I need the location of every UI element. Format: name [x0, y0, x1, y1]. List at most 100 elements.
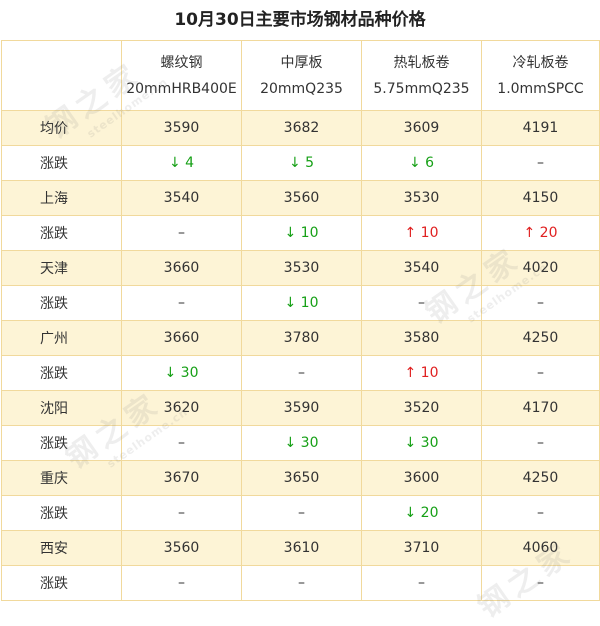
change-cell: – [481, 495, 600, 531]
price-cell: 3660 [121, 250, 242, 286]
price-cell: 3580 [361, 320, 482, 356]
row-label: 涨跌 [1, 355, 122, 391]
price-cell: 3600 [361, 460, 482, 496]
change-cell: – [481, 285, 600, 321]
header-product-name: 中厚板 [280, 54, 323, 71]
price-row: 上海 3540 3560 3530 4150 [1, 180, 600, 216]
row-label: 广州 [1, 320, 122, 356]
row-label: 涨跌 [1, 565, 122, 601]
price-cell: 3660 [121, 320, 242, 356]
change-cell: – [241, 495, 362, 531]
price-table: 螺纹钢 20mmHRB400E 中厚板 20mmQ235 热轧板卷 5.75mm… [1, 40, 600, 601]
change-row: 涨跌 – – ↓ 20– [1, 495, 600, 531]
change-row: 涨跌 – – – – [1, 565, 600, 601]
price-cell: 3590 [241, 390, 362, 426]
price-cell: 3530 [241, 250, 362, 286]
change-cell: ↓ 5 [241, 145, 362, 181]
row-label: 重庆 [1, 460, 122, 496]
row-label: 涨跌 [1, 285, 122, 321]
change-cell: ↑ 20 [481, 215, 600, 251]
change-cell: ↓ 10 [241, 285, 362, 321]
price-cell: 3540 [121, 180, 242, 216]
table-header-row: 螺纹钢 20mmHRB400E 中厚板 20mmQ235 热轧板卷 5.75mm… [1, 40, 600, 111]
change-cell: ↓ 30 [121, 355, 242, 391]
change-row: 涨跌 – ↓ 10 ↑ 10 ↑ 20 [1, 215, 600, 251]
change-cell: – [121, 285, 242, 321]
change-cell: ↑ 10 [361, 355, 482, 391]
change-cell: – [121, 215, 242, 251]
header-cell-cold-rolled-coil: 冷轧板卷 1.0mmSPCC [481, 40, 600, 111]
change-cell: ↓ 10 [241, 215, 362, 251]
change-cell: ↓ 20 [361, 495, 482, 531]
price-cell: 3530 [361, 180, 482, 216]
header-product-name: 冷轧板卷 [512, 54, 569, 71]
price-cell: 3590 [121, 110, 242, 146]
change-cell: – [361, 565, 482, 601]
price-cell: 3610 [241, 530, 362, 566]
change-cell: – [241, 565, 362, 601]
row-label: 西安 [1, 530, 122, 566]
row-label: 涨跌 [1, 215, 122, 251]
header-product-name: 热轧板卷 [393, 54, 450, 71]
price-cell: 4170 [481, 390, 600, 426]
price-cell: 3670 [121, 460, 242, 496]
header-product-spec: 20mmQ235 [260, 80, 343, 97]
price-cell: 4150 [481, 180, 600, 216]
change-cell: ↑ 10 [361, 215, 482, 251]
header-cell-medium-plate: 中厚板 20mmQ235 [241, 40, 362, 111]
price-cell: 3560 [121, 530, 242, 566]
change-cell: ↓ 30 [241, 425, 362, 461]
change-cell: – [481, 145, 600, 181]
price-cell: 3710 [361, 530, 482, 566]
row-label: 涨跌 [1, 145, 122, 181]
change-cell: ↓ 30 [361, 425, 482, 461]
change-cell: – [481, 355, 600, 391]
price-cell: 3682 [241, 110, 362, 146]
page-title: 10月30日主要市场钢材品种价格 [174, 10, 426, 30]
change-cell: – [121, 495, 242, 531]
change-cell: – [481, 425, 600, 461]
price-row: 西安 3560 3610 3710 4060 [1, 530, 600, 566]
change-cell: – [361, 285, 482, 321]
row-label: 涨跌 [1, 425, 122, 461]
change-cell: – [121, 425, 242, 461]
change-cell: – [481, 565, 600, 601]
row-label: 天津 [1, 250, 122, 286]
header-product-spec: 1.0mmSPCC [497, 80, 584, 97]
header-product-name: 螺纹钢 [160, 54, 203, 71]
row-label: 沈阳 [1, 390, 122, 426]
change-cell: ↓ 6 [361, 145, 482, 181]
price-cell: 3520 [361, 390, 482, 426]
price-cell: 3650 [241, 460, 362, 496]
price-cell: 4020 [481, 250, 600, 286]
price-row: 沈阳 3620 3590 3520 4170 [1, 390, 600, 426]
row-label: 上海 [1, 180, 122, 216]
price-row: 重庆 3670 3650 3600 4250 [1, 460, 600, 496]
row-label: 均价 [1, 110, 122, 146]
price-cell: 3540 [361, 250, 482, 286]
header-product-spec: 5.75mmQ235 [373, 80, 470, 97]
change-cell: – [241, 355, 362, 391]
change-cell: ↓ 4 [121, 145, 242, 181]
change-row: 涨跌 ↓ 30– ↑ 10– [1, 355, 600, 391]
change-row: 涨跌 – ↓ 10– – [1, 285, 600, 321]
price-row: 广州 3660 3780 3580 4250 [1, 320, 600, 356]
price-cell: 3620 [121, 390, 242, 426]
header-corner-cell [1, 40, 122, 111]
price-row: 均价 3590 3682 3609 4191 [1, 110, 600, 146]
change-row: 涨跌 ↓ 4 ↓ 5 ↓ 6– [1, 145, 600, 181]
price-cell: 3780 [241, 320, 362, 356]
row-label: 涨跌 [1, 495, 122, 531]
price-cell: 3609 [361, 110, 482, 146]
change-cell: – [121, 565, 242, 601]
price-row: 天津 3660 3530 3540 4020 [1, 250, 600, 286]
price-cell: 4250 [481, 460, 600, 496]
header-cell-rebar: 螺纹钢 20mmHRB400E [121, 40, 242, 111]
change-row: 涨跌 – ↓ 30 ↓ 30– [1, 425, 600, 461]
header-cell-hot-rolled-coil: 热轧板卷 5.75mmQ235 [361, 40, 482, 111]
header-product-spec: 20mmHRB400E [126, 80, 237, 97]
price-cell: 4191 [481, 110, 600, 146]
price-cell: 3560 [241, 180, 362, 216]
price-cell: 4060 [481, 530, 600, 566]
price-cell: 4250 [481, 320, 600, 356]
